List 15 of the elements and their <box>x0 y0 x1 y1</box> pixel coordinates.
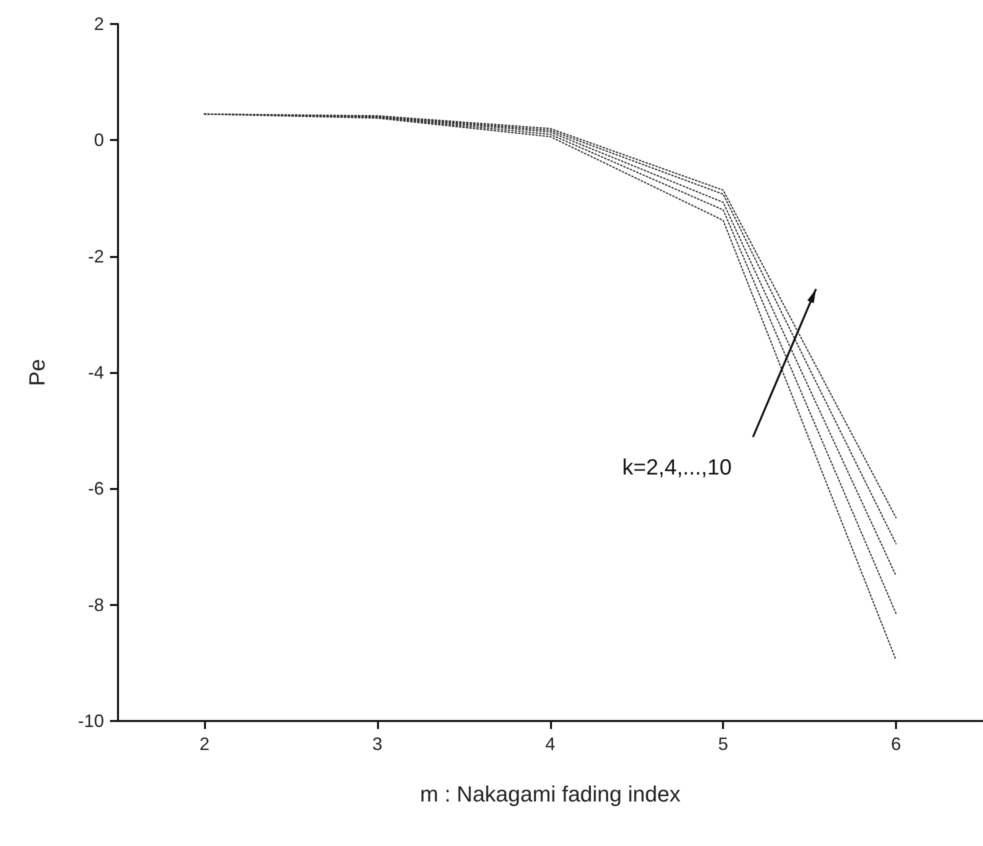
x-tick-label: 3 <box>372 734 382 754</box>
y-tick-label: -8 <box>88 594 104 615</box>
y-tick-label: 0 <box>94 130 104 150</box>
y-tick-label: -4 <box>88 362 104 382</box>
x-tick-label: 6 <box>891 734 902 754</box>
x-tick-label: 5 <box>718 734 728 754</box>
y-tick-label: -2 <box>88 246 104 266</box>
annotation: k=2,4,...,10 <box>622 454 732 480</box>
x-tick-label: 2 <box>199 734 210 754</box>
y-tick-label: -6 <box>88 478 104 499</box>
x-tick-label: 4 <box>545 734 556 754</box>
y-tick-label: -10 <box>78 711 104 731</box>
x-axis-title: m : Nakagami fading index <box>420 782 680 806</box>
y-axis-title: Pe <box>24 359 50 386</box>
y-tick-label: 2 <box>94 14 104 34</box>
